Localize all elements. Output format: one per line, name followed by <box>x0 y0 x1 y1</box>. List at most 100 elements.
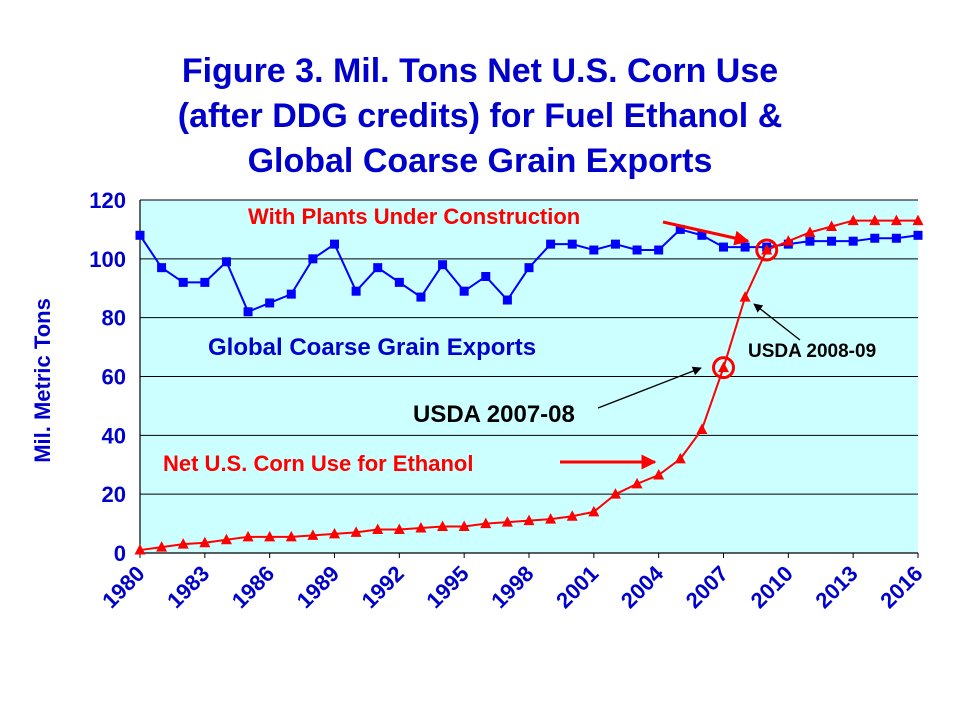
x-tick-label: 1995 <box>421 561 473 613</box>
data-point <box>589 245 599 255</box>
data-point <box>631 477 643 489</box>
data-point <box>913 230 923 240</box>
highlight-circle <box>712 356 735 380</box>
gridlines <box>139 199 918 554</box>
data-point <box>373 263 383 273</box>
x-tick-label: 2001 <box>551 561 603 613</box>
data-point <box>566 510 578 521</box>
data-point <box>890 214 902 226</box>
y-tick-label: 80 <box>102 306 126 331</box>
chart-title-line-2: (after DDG credits) for Fuel Ethanol & <box>177 97 783 135</box>
data-point <box>782 235 794 246</box>
data-point <box>157 263 167 273</box>
data-point <box>394 277 404 287</box>
data-point <box>588 505 600 517</box>
y-axis-label: Mil. Metric Tons <box>30 298 55 463</box>
data-point <box>458 520 470 532</box>
data-point <box>221 257 231 267</box>
data-point <box>459 286 469 296</box>
data-point <box>200 277 210 287</box>
data-point <box>177 538 189 549</box>
data-point <box>135 230 145 240</box>
data-point <box>761 244 773 255</box>
chart-title-line-1: Figure 3. Mil. Tons Net U.S. Corn Use <box>181 52 779 90</box>
data-point <box>438 260 448 270</box>
data-point <box>696 423 708 434</box>
data-point <box>826 220 838 231</box>
data-point <box>697 230 707 240</box>
data-point <box>804 226 816 237</box>
highlight-circle <box>755 238 779 262</box>
data-point <box>285 530 297 542</box>
data-point <box>653 469 665 480</box>
data-point <box>178 277 188 287</box>
y-tick-label: 120 <box>89 188 126 213</box>
data-point <box>480 517 492 529</box>
data-point <box>546 239 556 249</box>
data-point <box>220 533 232 545</box>
data-point <box>567 239 577 249</box>
annotation-usda-2008-09: USDA 2008-09 <box>748 341 876 362</box>
data-point <box>372 523 384 534</box>
data-point <box>156 541 168 552</box>
data-point <box>350 526 362 537</box>
data-point <box>502 295 512 305</box>
data-point <box>609 488 621 499</box>
data-point <box>416 292 426 302</box>
data-point <box>848 236 858 246</box>
series-group <box>134 214 924 555</box>
x-tick-label: 2007 <box>681 561 733 613</box>
x-tick-label: 1980 <box>97 561 149 613</box>
y-tick-label: 60 <box>102 365 126 390</box>
arrow-usda-2007-08 <box>597 366 702 409</box>
arrow-plants <box>662 220 750 246</box>
data-point <box>869 214 881 226</box>
data-point <box>870 233 880 243</box>
data-point <box>719 242 728 252</box>
data-point <box>912 214 924 226</box>
data-point <box>330 239 339 249</box>
data-point <box>329 527 340 539</box>
data-point <box>545 513 557 524</box>
annotation-ethanol-use: Net U.S. Corn Use for Ethanol <box>163 451 473 476</box>
data-point <box>134 544 146 555</box>
x-tick-label: 1998 <box>486 561 538 613</box>
annotation-plants-under-construction: With Plants Under Construction <box>248 204 580 229</box>
data-point <box>523 514 535 526</box>
data-point <box>501 516 513 527</box>
data-point <box>393 523 405 534</box>
y-axis: 0 20 40 60 80 100 120 <box>89 188 126 566</box>
arrow-usda-2008-09 <box>753 303 801 341</box>
data-point <box>264 530 276 542</box>
data-point <box>524 263 534 273</box>
data-point <box>805 236 815 246</box>
data-point <box>242 530 254 542</box>
x-tick-label: 2004 <box>616 560 669 613</box>
data-point <box>308 254 318 264</box>
x-tick-label: 1989 <box>292 561 344 613</box>
y-tick-label: 0 <box>114 541 126 566</box>
data-point <box>243 307 253 317</box>
data-point <box>415 521 427 533</box>
y-tick-label: 100 <box>89 247 126 272</box>
data-point <box>632 245 642 255</box>
annotations: With Plants Under Construction Global Coa… <box>163 204 876 476</box>
data-point <box>199 536 211 548</box>
data-point <box>265 298 275 308</box>
annotation-usda-2007-08: USDA 2007-08 <box>413 401 575 428</box>
x-axis: 1980 1983 1986 1989 1992 1995 1998 2001 2004 2007… <box>97 553 928 613</box>
y-tick-label: 20 <box>102 482 126 507</box>
data-point <box>286 289 296 299</box>
data-point <box>610 239 620 249</box>
x-tick-label: 1986 <box>227 561 279 613</box>
data-point <box>351 286 361 296</box>
x-tick-label: 2010 <box>746 561 798 613</box>
ethanol-series <box>134 214 924 555</box>
data-point <box>654 245 664 255</box>
y-tick-label: 40 <box>102 423 126 448</box>
x-tick-label: 1992 <box>357 561 409 613</box>
data-point <box>739 291 751 302</box>
data-point <box>675 224 685 234</box>
